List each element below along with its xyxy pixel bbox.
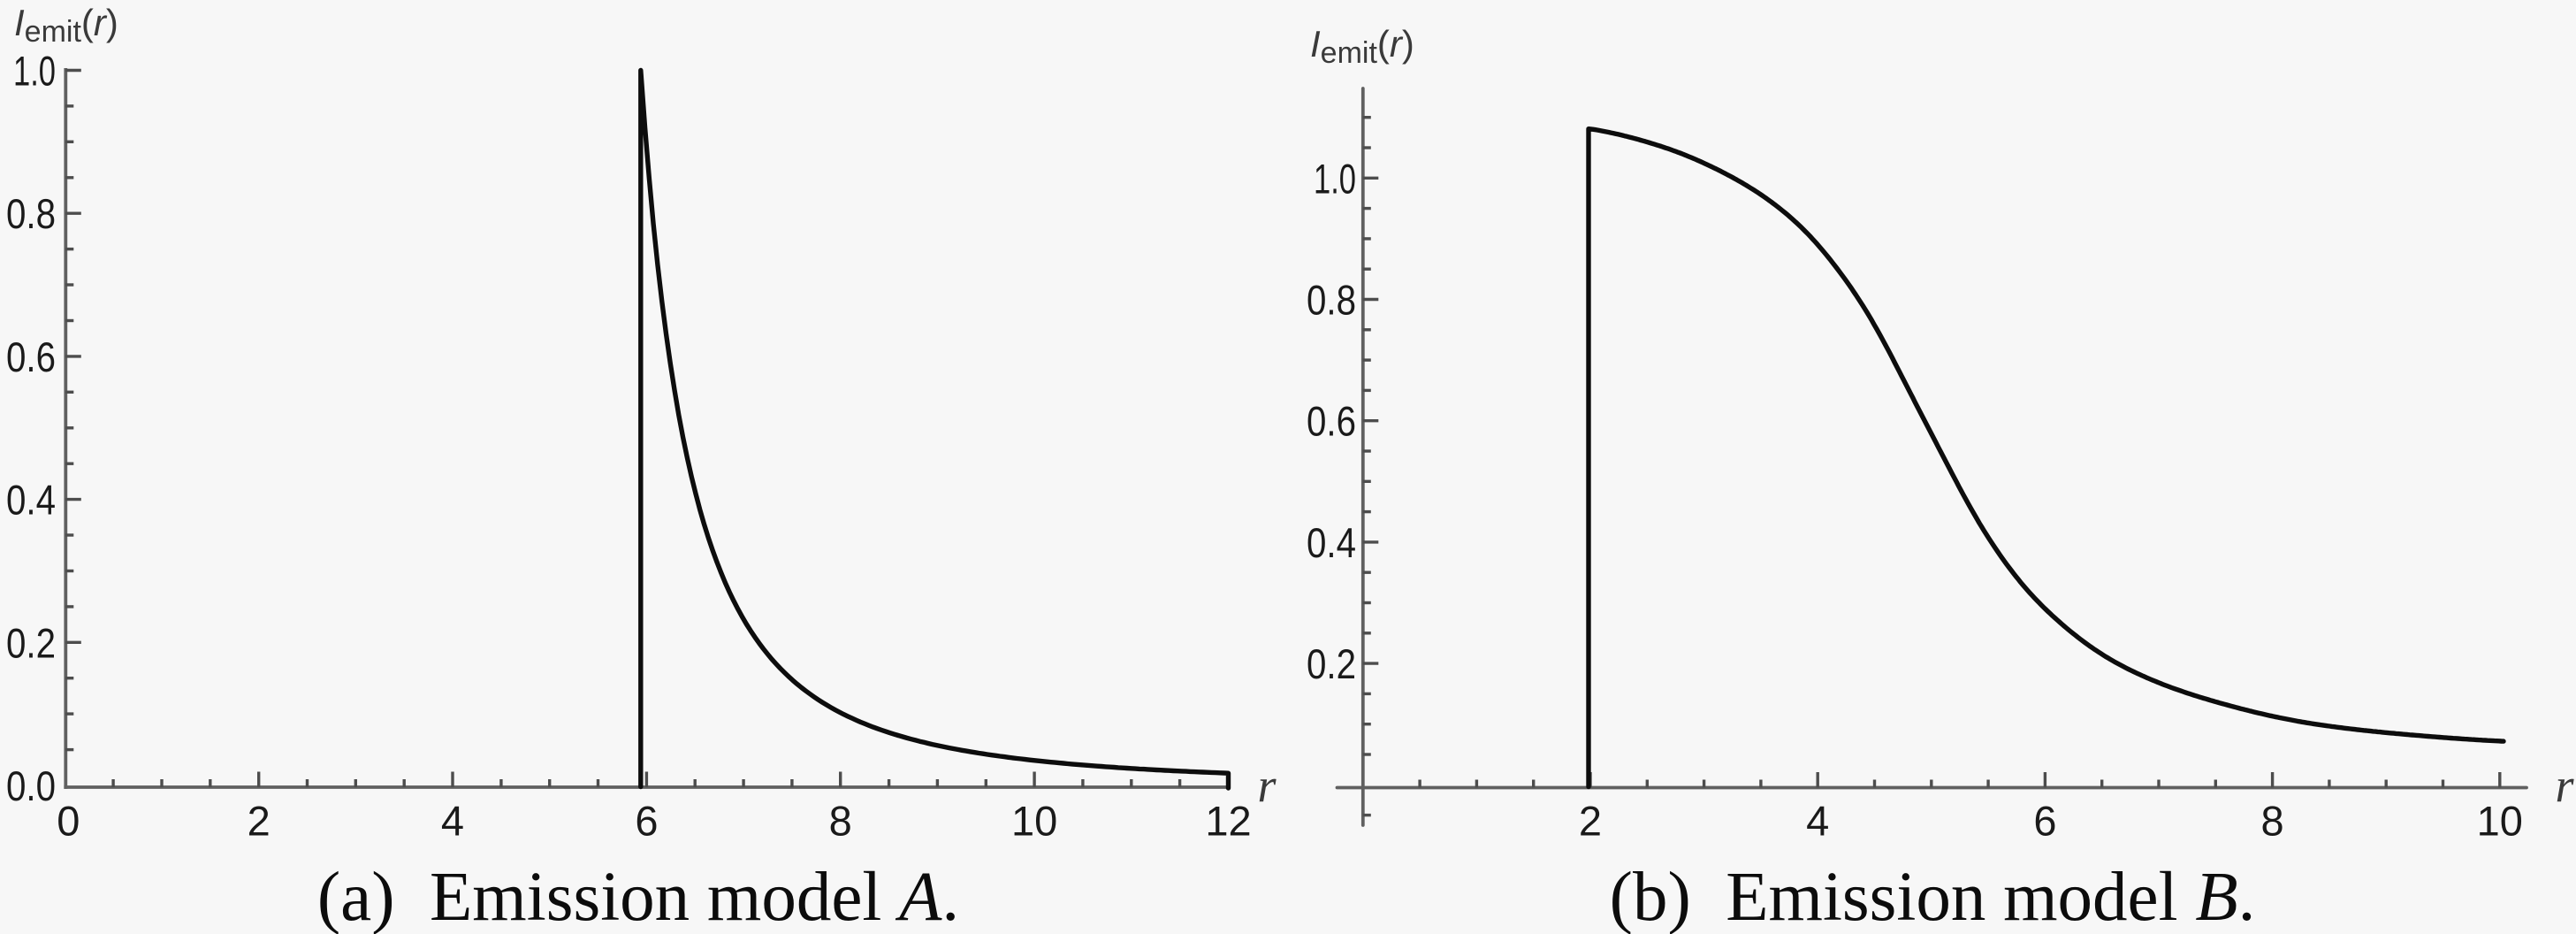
svg-text:0.2: 0.2 (6, 619, 56, 666)
svg-text:0.8: 0.8 (6, 190, 56, 237)
svg-text:r: r (2555, 759, 2574, 812)
svg-text:12: 12 (1205, 798, 1251, 845)
svg-text:0.6: 0.6 (6, 333, 56, 380)
svg-text:Iemit(r): Iemit(r) (1310, 23, 1414, 70)
svg-text:0.4: 0.4 (6, 477, 56, 524)
svg-text:Iemit(r): Iemit(r) (14, 2, 118, 49)
svg-text:8: 8 (829, 798, 852, 845)
svg-text:0.2: 0.2 (1307, 640, 1356, 687)
svg-text:(b) Emission model B.: (b) Emission model B. (1610, 859, 2256, 934)
svg-text:0: 0 (57, 798, 80, 845)
svg-text:(a) Emission model A.: (a) Emission model A. (317, 859, 959, 934)
svg-text:0.0: 0.0 (6, 762, 56, 809)
svg-text:1.0: 1.0 (1314, 155, 1356, 202)
svg-text:2: 2 (248, 798, 271, 845)
svg-text:10: 10 (1011, 798, 1057, 845)
svg-text:0.8: 0.8 (1307, 277, 1356, 324)
svg-text:1.0: 1.0 (13, 48, 56, 95)
svg-text:6: 6 (2033, 798, 2056, 845)
svg-text:4: 4 (441, 798, 464, 845)
svg-text:10: 10 (2477, 798, 2523, 845)
svg-text:0.4: 0.4 (1307, 519, 1356, 566)
svg-text:0.6: 0.6 (1307, 398, 1356, 445)
svg-text:6: 6 (635, 798, 658, 845)
svg-text:8: 8 (2261, 798, 2284, 845)
svg-text:2: 2 (1579, 798, 1602, 845)
svg-text:4: 4 (1806, 798, 1829, 845)
svg-text:r: r (1257, 759, 1277, 812)
